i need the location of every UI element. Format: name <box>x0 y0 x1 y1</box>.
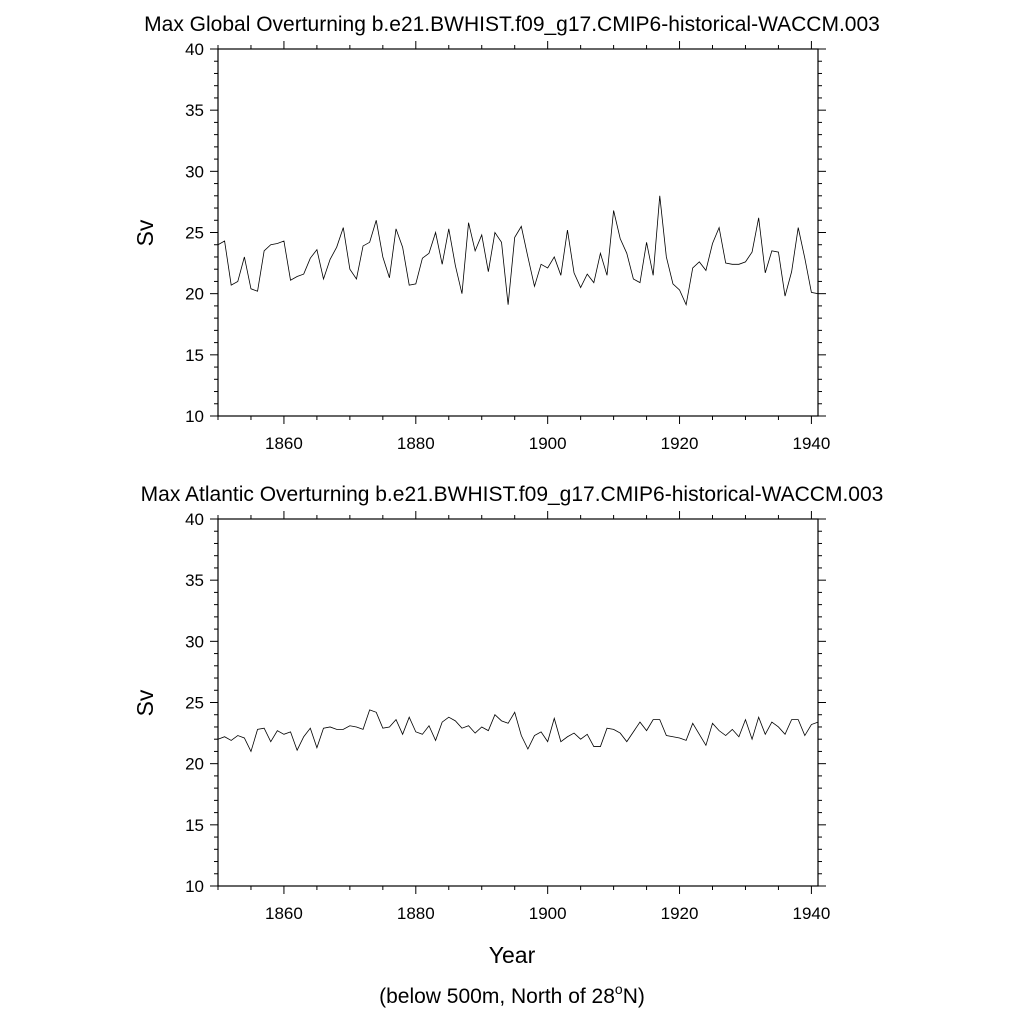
global-x-tick-label: 1900 <box>529 434 567 453</box>
global-axis-ticks <box>210 41 826 424</box>
atlantic-y-tick-label: 10 <box>185 877 204 896</box>
global-overturning-panel: Max Global Overturning b.e21.BWHIST.f09_… <box>132 13 880 453</box>
global-plot-frame <box>217 48 819 417</box>
atlantic-tick-labels: 10 15 20 25 30 35 40 1860 1880 1900 1920 1940 <box>185 510 830 923</box>
atlantic-x-tick-label: 1880 <box>397 904 435 923</box>
atlantic-x-tick-label: 1940 <box>792 904 830 923</box>
global-tick-labels: 10 15 20 25 30 35 40 1860 1880 1900 1920 1940 <box>185 40 830 453</box>
atlantic-y-tick-label: 15 <box>185 816 204 835</box>
atlantic-y-tick-label: 20 <box>185 755 204 774</box>
global-y-tick-label: 35 <box>185 101 204 120</box>
atlantic-y-tick-label: 25 <box>185 694 204 713</box>
atlantic-overturning-panel: Max Atlantic Overturning b.e21.BWHIST.f0… <box>132 483 883 968</box>
global-y-axis-label: Sv <box>132 219 158 246</box>
global-y-tick-label: 15 <box>185 346 204 365</box>
global-y-tick-label: 10 <box>185 407 204 426</box>
global-x-tick-label: 1940 <box>792 434 830 453</box>
atlantic-x-tick-label: 1900 <box>529 904 567 923</box>
global-y-tick-label: 20 <box>185 285 204 304</box>
atlantic-chart-title: Max Atlantic Overturning b.e21.BWHIST.f0… <box>141 483 884 506</box>
global-chart-title: Max Global Overturning b.e21.BWHIST.f09_… <box>144 13 880 36</box>
atlantic-x-tick-label: 1920 <box>661 904 699 923</box>
footnote-suffix: N) <box>623 985 645 1008</box>
footnote: (below 500m, North of 28oN) <box>379 981 645 1008</box>
atlantic-series-points <box>218 709 819 752</box>
atlantic-y-tick-label: 40 <box>185 510 204 529</box>
atlantic-series-line <box>217 709 819 753</box>
global-y-tick-label: 40 <box>185 40 204 59</box>
atlantic-x-tick-label: 1860 <box>265 904 303 923</box>
footnote-degree-superscript: o <box>615 981 623 997</box>
atlantic-y-tick-label: 30 <box>185 632 204 651</box>
global-y-tick-label: 25 <box>185 224 204 243</box>
atlantic-axis-ticks <box>210 511 826 894</box>
global-series-points <box>218 195 819 305</box>
global-y-tick-label: 30 <box>185 162 204 181</box>
global-x-tick-label: 1880 <box>397 434 435 453</box>
global-x-tick-label: 1920 <box>661 434 699 453</box>
global-series-line <box>217 195 819 307</box>
atlantic-y-axis-label: Sv <box>132 689 158 716</box>
footnote-prefix: (below 500m, North of 28 <box>379 985 615 1008</box>
atlantic-plot-frame <box>217 518 819 887</box>
atlantic-y-tick-label: 35 <box>185 571 204 590</box>
global-x-tick-label: 1860 <box>265 434 303 453</box>
atlantic-x-axis-label: Year <box>489 942 536 968</box>
